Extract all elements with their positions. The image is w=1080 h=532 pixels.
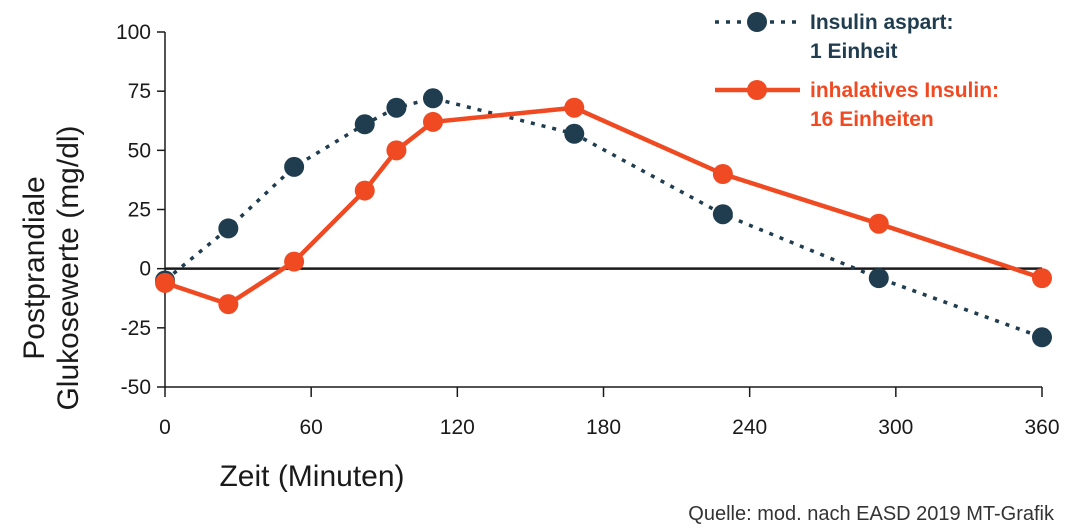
series-1-point: [712, 204, 733, 225]
y-tick-label: -50: [121, 376, 151, 399]
series-1-point: [422, 88, 443, 109]
series-2-point: [712, 164, 733, 184]
series-2-point: [284, 251, 305, 272]
y-axis-title: PostprandialeGlukosewerte (mg/dl): [18, 125, 85, 410]
x-tick-label: 60: [299, 416, 322, 439]
series-1-point: [1032, 327, 1052, 348]
y-tick-label: -25: [121, 317, 151, 340]
series-1-point: [354, 114, 375, 135]
legend-label-2-line2: 16 Einheiten: [810, 108, 934, 131]
series-1-point: [284, 156, 305, 177]
series-1-point: [868, 268, 889, 289]
source-credit: Quelle: mod. nach EASD 2019 MT-Grafik: [688, 503, 1054, 525]
x-tick-label: 300: [878, 416, 913, 439]
x-tick-label: 240: [732, 416, 767, 439]
legend-label-2-line1: inhalatives Insulin:: [810, 79, 999, 102]
series-2-point: [155, 272, 175, 293]
series-2-point: [868, 213, 889, 234]
y-tick-label: 0: [139, 258, 151, 281]
legend-label-1-line1: Insulin aspart:: [810, 11, 954, 34]
y-tick-label: 25: [128, 199, 151, 222]
legend-label-1-line2: 1 Einheit: [810, 40, 898, 63]
series-2-point: [386, 140, 407, 161]
legend-marker-2: [747, 80, 767, 100]
y-axis-title-line2: Glukosewerte (mg/dl): [52, 125, 85, 410]
series-2-point: [218, 294, 239, 315]
x-tick-label: 180: [586, 416, 621, 439]
y-tick-label: 75: [128, 80, 151, 103]
series-2-point: [422, 111, 443, 132]
series-line-2: [164, 105, 1043, 307]
series-line-1: [163, 96, 1043, 339]
legend-marker-1: [747, 12, 767, 32]
x-tick-label: 120: [440, 416, 475, 439]
series-1-point: [564, 123, 585, 144]
series-1-point: [218, 218, 239, 239]
series-2-point: [354, 180, 375, 201]
x-tick-label: 360: [1024, 416, 1059, 439]
x-axis-title: Zeit (Minuten): [219, 460, 404, 493]
x-tick-label: 0: [159, 416, 171, 439]
series-2-point: [1032, 268, 1052, 289]
series-1-point: [386, 97, 407, 118]
series-2-point: [564, 97, 585, 118]
y-tick-label: 50: [128, 139, 151, 162]
y-tick-label: 100: [116, 21, 151, 44]
y-axis-title-line1: Postprandiale: [18, 176, 51, 359]
